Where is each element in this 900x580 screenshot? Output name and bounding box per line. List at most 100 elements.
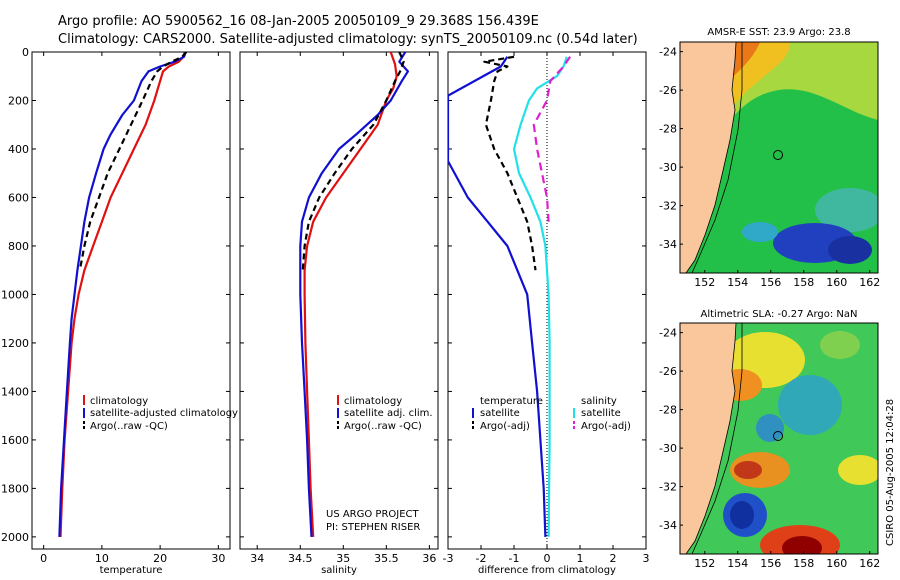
x-tick-label: -2 — [476, 552, 487, 565]
map-x-tick-label: 156 — [760, 557, 781, 570]
x-tick-label: 20 — [153, 552, 167, 565]
sla-high-7 — [782, 536, 822, 554]
legend-label-argo: Argo(..raw -QC) — [90, 421, 168, 432]
salinity-axes-box — [239, 51, 439, 550]
side-timestamp: CSIRO 05-Aug-2005 12:04:28 — [885, 399, 896, 546]
map-y-tick-label: -24 — [659, 327, 677, 340]
map-x-tick-label: 160 — [826, 557, 847, 570]
sst-isobath — [691, 42, 743, 273]
y-tick-label: 200 — [8, 94, 29, 107]
map-y-tick-label: -24 — [659, 46, 677, 59]
series-line-satellite-adj-clim — [299, 52, 409, 537]
map-x-tick-label: 162 — [859, 276, 880, 289]
x-tick-label: 10 — [95, 552, 109, 565]
sla-map-field — [680, 323, 878, 554]
legend-label-temp-argo: Argo(-adj) — [480, 421, 530, 432]
difference-ticks: -3 -2 -1 0 1 2 3 — [443, 51, 650, 565]
salinity-series — [299, 52, 409, 537]
sla-land — [680, 323, 737, 554]
temperature-ticks: 0 10 20 30 0 200 400 600 800 1000 1200 1400 1600 1800… — [1, 46, 230, 565]
x-tick-label: -3 — [443, 552, 454, 565]
map-x-tick-label: 154 — [727, 557, 748, 570]
map-x-tick-label: 152 — [694, 557, 715, 570]
x-tick-label: 35.5 — [374, 552, 399, 565]
map-y-tick-label: -32 — [659, 481, 677, 494]
legend-label-sal-argo: Argo(-adj) — [581, 421, 631, 432]
sla-low-3 — [730, 501, 754, 529]
sla-map-frame — [679, 322, 879, 555]
x-tick-label: 30 — [211, 552, 225, 565]
x-tick-label: -1 — [509, 552, 520, 565]
map-y-tick-label: -32 — [659, 200, 677, 213]
sla-mid-1 — [820, 331, 860, 359]
legend-label-satellite-clim: satellite adj. clim. — [344, 408, 433, 419]
salinity-panel: 34 34.5 35 35.5 36 salinity climatology sate… — [239, 51, 439, 576]
y-tick-label: 1800 — [1, 482, 29, 495]
x-tick-label: 35 — [336, 552, 350, 565]
legend-label-argo: Argo(..raw -QC) — [344, 421, 422, 432]
temperature-series — [58, 52, 188, 537]
map-x-tick-label: 158 — [793, 557, 814, 570]
legend-label-satellite-clim: satellite-adjusted climatology — [90, 408, 238, 419]
x-tick-label: 1 — [577, 552, 584, 565]
y-tick-label: 2000 — [1, 531, 29, 544]
difference-xlabel: difference from climatology — [478, 565, 616, 576]
map-y-tick-label: -26 — [659, 365, 677, 378]
map-x-tick-label: 160 — [826, 276, 847, 289]
difference-panel: -3 -2 -1 0 1 2 3 difference from climatology t… — [443, 51, 650, 576]
map-y-tick-label: -28 — [659, 404, 677, 417]
sla-isobath — [691, 323, 743, 554]
map-x-tick-label: 156 — [760, 276, 781, 289]
map-y-tick-label: -34 — [659, 238, 677, 251]
sst-cool-spot — [742, 222, 778, 242]
map-x-tick-label: 158 — [793, 276, 814, 289]
project-credit-line2: PI: STEPHEN RISER — [326, 522, 420, 533]
sla-low-4 — [756, 414, 784, 442]
y-tick-label: 1400 — [1, 385, 29, 398]
sst-map-ticks: 152 154 156 158 160 162 -24 -26 -28 -30 -32 -34 — [659, 46, 880, 289]
sst-map-field — [680, 42, 878, 273]
sla-profile-marker — [773, 430, 784, 441]
map-x-tick-label: 162 — [859, 557, 880, 570]
sst-map-title: AMSR-E SST: 23.9 Argo: 23.8 — [707, 27, 850, 38]
sla-map: Altimetric SLA: -0.27 Argo: NaN 152 154 15… — [659, 309, 880, 570]
x-tick-label: 0 — [40, 552, 47, 565]
x-tick-label: 34.5 — [288, 552, 313, 565]
legend-label-temp-satellite: satellite — [480, 408, 520, 419]
map-y-tick-label: -26 — [659, 84, 677, 97]
sst-cool-patch — [815, 188, 878, 232]
sla-map-title: Altimetric SLA: -0.27 Argo: NaN — [701, 309, 858, 320]
sst-map-frame — [679, 41, 879, 274]
legend-header-salinity: salinity — [581, 396, 617, 407]
temperature-axes-box — [31, 51, 231, 550]
sst-land — [680, 42, 737, 273]
map-x-tick-label: 152 — [694, 276, 715, 289]
legend-label-sal-satellite: satellite — [581, 408, 621, 419]
series-line-satellite-adjusted-climatology — [58, 52, 187, 537]
y-tick-label: 0 — [22, 46, 29, 59]
legend-label-climatology: climatology — [344, 396, 402, 407]
map-y-tick-label: -30 — [659, 161, 677, 174]
series-line-temperature-satellite — [448, 56, 547, 537]
map-y-tick-label: -34 — [659, 519, 677, 532]
salinity-legend: climatology satellite adj. clim. Argo(..… — [337, 395, 433, 432]
map-x-tick-label: 154 — [727, 276, 748, 289]
series-line-climatology — [59, 52, 186, 537]
sla-high-4 — [734, 461, 762, 479]
y-tick-label: 800 — [8, 240, 29, 253]
y-tick-label: 1600 — [1, 434, 29, 447]
sst-map: AMSR-E SST: 23.9 Argo: 23.8 152 154 156 158… — [659, 27, 880, 289]
temperature-xlabel: temperature — [100, 565, 163, 576]
project-credit-line1: US ARGO PROJECT — [326, 509, 420, 520]
salinity-xlabel: salinity — [321, 565, 357, 576]
map-y-tick-label: -30 — [659, 442, 677, 455]
legend-label-climatology: climatology — [90, 396, 148, 407]
series-line-salinity-argo-adj — [532, 56, 572, 222]
temperature-panel: 0 10 20 30 0 200 400 600 800 1000 1200 1400 1600 1800… — [1, 46, 238, 576]
difference-legend: temperature satellite Argo(-adj) salinit… — [472, 396, 631, 432]
sla-high-5 — [838, 455, 878, 485]
difference-series — [448, 55, 572, 537]
sst-cold-core — [828, 236, 872, 264]
temperature-legend: climatology satellite-adjusted climatolo… — [83, 395, 238, 432]
